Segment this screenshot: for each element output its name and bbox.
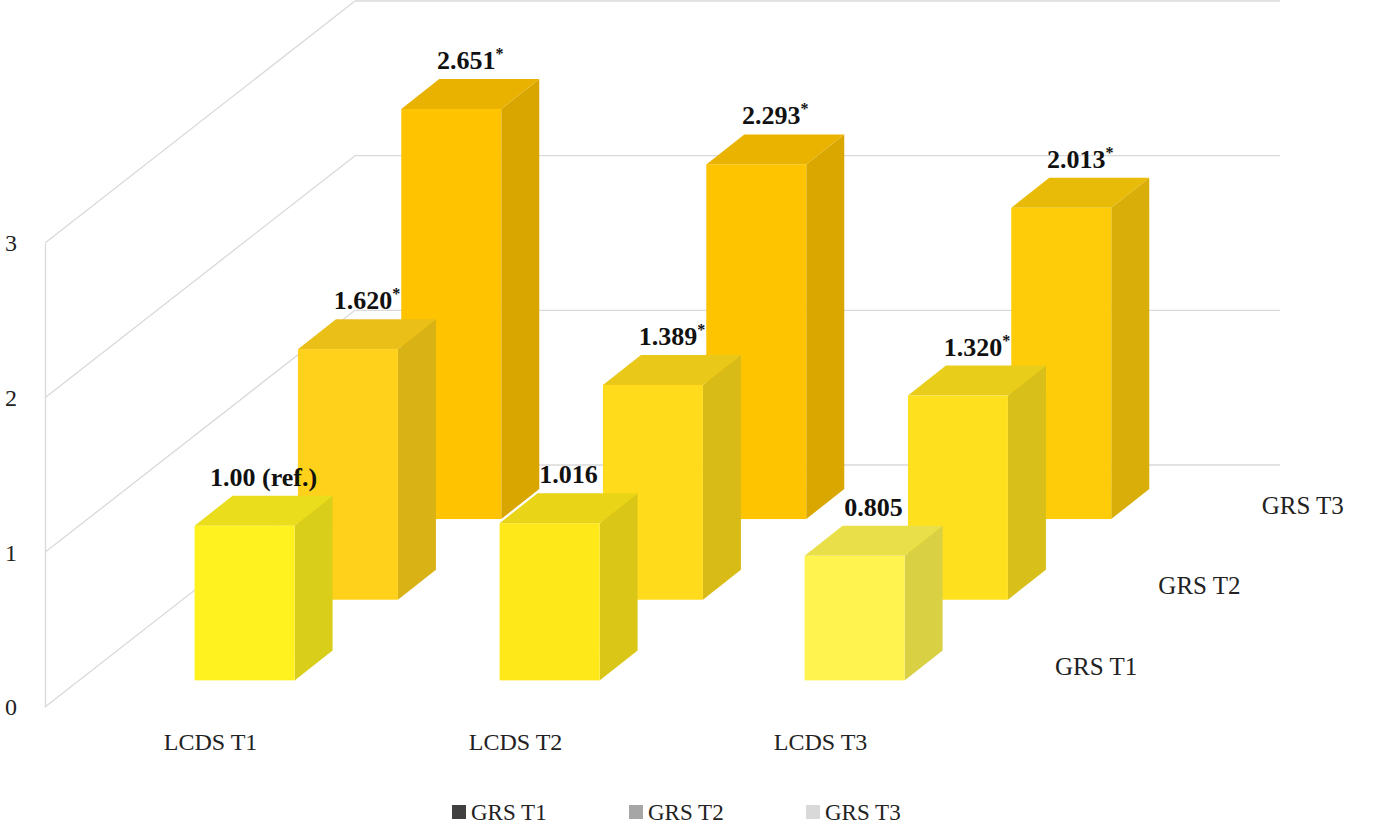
grid-line [45,1,355,243]
tick: 2 [5,385,45,411]
tick-label: LCDS T3 [774,729,868,755]
legend: GRS T1 GRS T2 GRS T3 [452,800,901,825]
chart: 0123LCDS T1LCDS T2LCDS T32.651*2.293*2.0… [0,0,1379,834]
bar-top [706,134,844,164]
depth-label: GRS T1 [1055,653,1137,680]
tick: 1 [5,540,45,566]
data-label: 2.651* [437,45,504,75]
data-label: 1.016 [539,460,598,489]
bar-top [1011,178,1149,208]
legend-item: GRS T1 [452,800,547,825]
tick: LCDS T1 [164,707,258,755]
bar-top [401,79,539,109]
legend-label: GRS T1 [471,800,547,825]
bar-3d [805,526,943,681]
data-label-text: 1.620 [334,286,393,315]
depth-axis: GRS T1 GRS T2 GRS T3 [1055,492,1344,680]
bar-3d [195,496,333,681]
data-label-mark: * [1002,332,1010,349]
data-label-text: 2.651 [437,46,496,75]
tick-label: LCDS T1 [164,729,258,755]
bar-side [295,496,333,681]
tick: 3 [5,230,45,256]
data-label: 0.805 [844,493,903,522]
data-label: 2.293* [742,100,809,130]
tick: 0 [5,694,45,720]
data-label-text: 2.013 [1047,145,1106,174]
data-label: 2.013* [1047,144,1114,174]
legend-item: GRS T3 [806,800,901,825]
data-label-mark: * [801,100,809,117]
data-label-mark: * [1106,144,1114,161]
data-label: 1.320* [944,332,1011,362]
bar [195,526,295,681]
bar-side [806,134,844,519]
x-axis: LCDS T1 LCDS T2 LCDS T3 [164,707,868,755]
tick-label: 1 [5,540,17,566]
bar-top [298,319,436,349]
plot-area [195,79,1150,680]
bar [805,556,905,681]
bar-top [908,366,1046,396]
bar-side [398,319,436,600]
bar-side [600,493,638,680]
bar-top [500,493,638,523]
tick-label: 3 [5,230,17,256]
y-axis: 0 1 2 3 [5,230,46,720]
grid-line [45,465,355,707]
bar-3d [500,493,638,680]
bar-side [1111,178,1149,519]
data-label-text: 1.320 [944,333,1003,362]
data-label-text: 1.389 [639,322,698,351]
data-label-mark: * [496,45,504,62]
legend-swatch [806,805,820,819]
bar-side [501,79,539,519]
data-labels: 2.651*2.293*2.013*1.620*1.389*1.320*1.00… [210,45,1113,522]
legend-label: GRS T3 [825,800,901,825]
data-label: 1.620* [334,285,401,315]
legend-item: GRS T2 [629,800,724,825]
data-label: 1.00 (ref.) [210,463,317,492]
axis-line [45,244,46,708]
data-label-mark: * [392,285,400,302]
data-label-text: 2.293 [742,101,801,130]
depth-label: GRS T3 [1262,492,1344,519]
tick-label: LCDS T2 [469,729,563,755]
tick: LCDS T2 [469,707,563,755]
legend-swatch [452,805,466,819]
legend-swatch [629,805,643,819]
bar-side [1008,366,1046,600]
data-label-mark: * [697,321,705,338]
legend-label: GRS T2 [648,800,724,825]
tick-label: 2 [5,385,17,411]
grid [45,1,1280,707]
bar [500,523,600,680]
tick-label: 0 [5,694,17,720]
data-label: 1.389* [639,321,706,351]
depth-label: GRS T2 [1158,572,1240,599]
bar-side [703,355,741,600]
bar-top [195,496,333,526]
bar-top [805,526,943,556]
tick: LCDS T3 [774,707,868,755]
grid-line [355,0,1280,1]
bar-top [603,355,741,385]
